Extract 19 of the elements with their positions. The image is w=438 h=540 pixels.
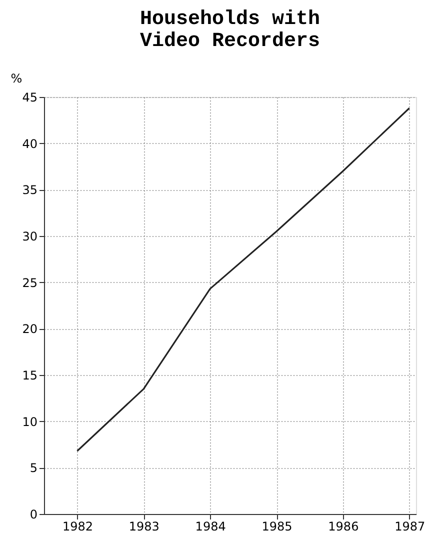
y-tick-label: 15	[22, 368, 38, 382]
chart-title: Households with Video Recorders	[140, 8, 320, 53]
x-tick-label: 1986	[328, 520, 359, 534]
y-tick-label: 30	[22, 230, 38, 244]
y-tick-label: 40	[22, 136, 38, 151]
y-axis-title: %	[10, 72, 22, 86]
x-tick-label: 1982	[62, 520, 93, 534]
y-tick-label: 25	[22, 276, 38, 290]
x-tick-label: 1985	[262, 520, 292, 534]
y-tick-label: 45	[22, 90, 38, 104]
y-tick-label: 0	[30, 508, 38, 522]
y-tick-label: 5	[30, 461, 38, 476]
y-tick-label: 35	[22, 183, 38, 198]
y-tick-label: 20	[22, 322, 38, 336]
x-tick-label: 1987	[394, 520, 426, 534]
line-series	[76, 107, 410, 452]
x-tick-label: 1984	[195, 520, 226, 534]
x-tick-label: 1983	[128, 520, 160, 534]
y-tick-label: 10	[22, 414, 38, 429]
